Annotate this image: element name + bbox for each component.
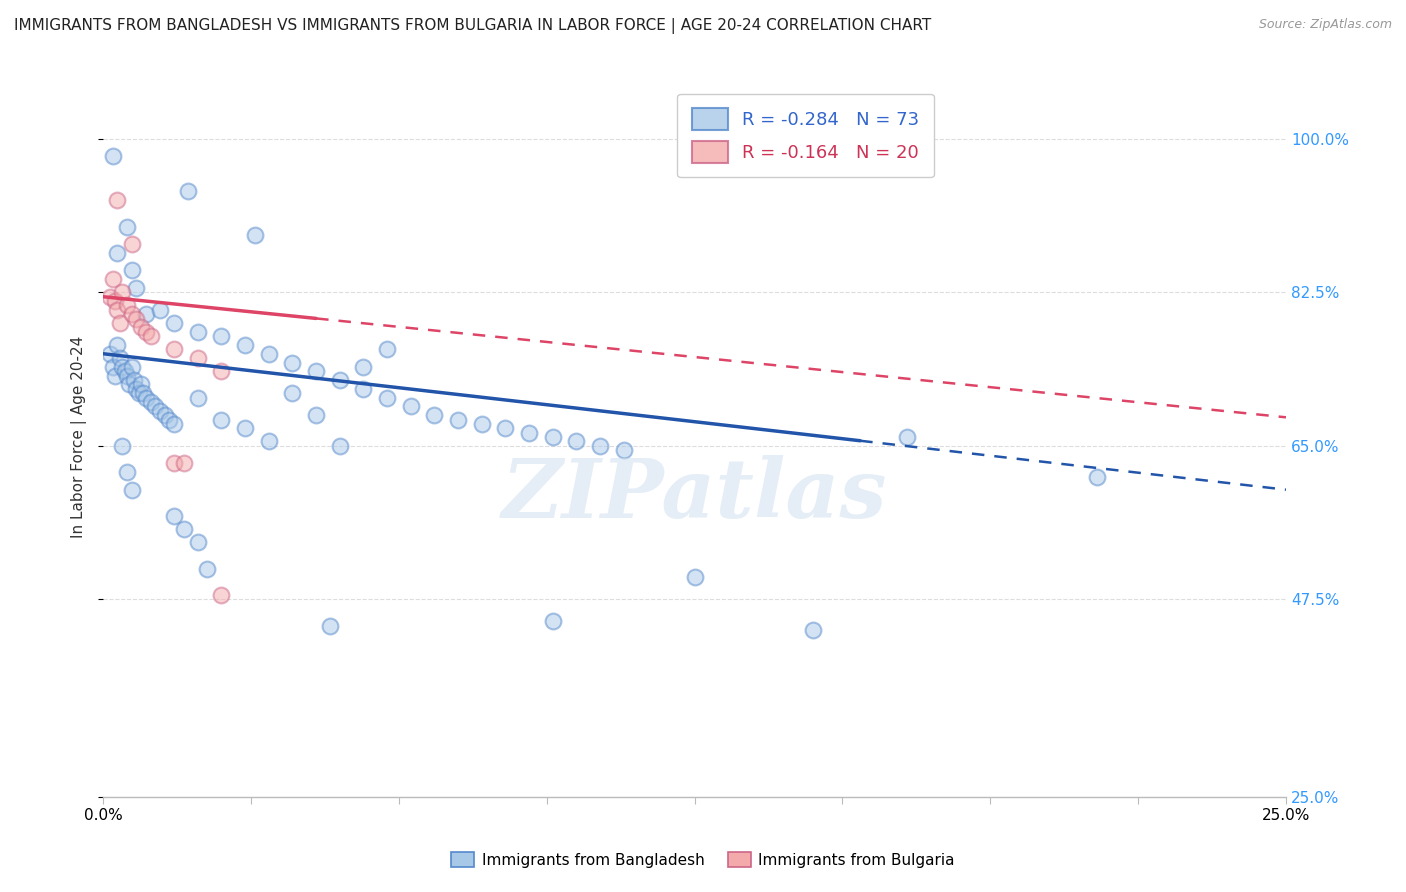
Point [565, 434, 588, 449]
Point [153, 408, 176, 422]
Point [801, 623, 824, 637]
Point [108, 316, 131, 330]
Point [233, 421, 256, 435]
Point [149, 403, 172, 417]
Point [139, 329, 162, 343]
Point [125, 311, 148, 326]
Point [281, 386, 304, 401]
Point [896, 430, 918, 444]
Point [135, 391, 157, 405]
Point [211, 412, 233, 426]
Point [281, 355, 304, 369]
Point [195, 561, 218, 575]
Point [613, 443, 636, 458]
Point [163, 316, 186, 330]
Point [447, 412, 470, 426]
Point [163, 417, 186, 431]
Point [352, 359, 374, 374]
Point [107, 245, 129, 260]
Point [163, 456, 186, 470]
Point [329, 373, 352, 387]
Y-axis label: In Labor Force | Age 20-24: In Labor Force | Age 20-24 [72, 336, 87, 538]
Point [118, 377, 141, 392]
Point [129, 320, 152, 334]
Point [115, 219, 138, 234]
Point [101, 359, 124, 374]
Point [243, 228, 266, 243]
Point [683, 570, 706, 584]
Point [494, 421, 516, 435]
Point [1085, 469, 1108, 483]
Point [129, 377, 152, 392]
Point [125, 281, 148, 295]
Point [173, 456, 195, 470]
Point [423, 408, 446, 422]
Point [329, 439, 352, 453]
Point [108, 351, 131, 365]
Point [173, 522, 195, 536]
Point [101, 149, 124, 163]
Point [471, 417, 494, 431]
Point [135, 325, 157, 339]
Point [104, 368, 127, 383]
Point [107, 302, 129, 317]
Point [125, 382, 148, 396]
Point [319, 618, 342, 632]
Text: Source: ZipAtlas.com: Source: ZipAtlas.com [1258, 18, 1392, 31]
Point [187, 535, 209, 549]
Point [111, 285, 134, 300]
Point [135, 307, 157, 321]
Point [121, 483, 143, 497]
Point [305, 364, 328, 378]
Point [541, 614, 564, 628]
Point [107, 193, 129, 207]
Point [143, 400, 166, 414]
Point [139, 395, 162, 409]
Point [122, 373, 145, 387]
Point [121, 237, 143, 252]
Point [375, 391, 398, 405]
Point [115, 465, 138, 479]
Legend: R = -0.284   N = 73, R = -0.164   N = 20: R = -0.284 N = 73, R = -0.164 N = 20 [678, 94, 934, 178]
Point [132, 386, 155, 401]
Point [121, 263, 143, 277]
Point [187, 351, 209, 365]
Point [121, 359, 143, 374]
Point [375, 343, 398, 357]
Point [114, 364, 136, 378]
Point [98, 347, 121, 361]
Point [177, 185, 200, 199]
Point [149, 302, 172, 317]
Point [541, 430, 564, 444]
Point [257, 347, 280, 361]
Point [211, 329, 233, 343]
Point [101, 272, 124, 286]
Point [233, 338, 256, 352]
Point [111, 359, 134, 374]
Point [163, 343, 186, 357]
Point [104, 294, 127, 309]
Point [128, 386, 150, 401]
Point [211, 364, 233, 378]
Point [517, 425, 540, 440]
Legend: Immigrants from Bangladesh, Immigrants from Bulgaria: Immigrants from Bangladesh, Immigrants f… [444, 844, 962, 875]
Point [159, 412, 181, 426]
Point [121, 307, 143, 321]
Point [352, 382, 374, 396]
Point [399, 400, 422, 414]
Point [163, 508, 186, 523]
Point [257, 434, 280, 449]
Text: ZIPatlas: ZIPatlas [502, 455, 887, 534]
Point [589, 439, 612, 453]
Point [115, 368, 138, 383]
Point [107, 338, 129, 352]
Point [115, 298, 138, 312]
Point [305, 408, 328, 422]
Point [211, 588, 233, 602]
Point [98, 290, 121, 304]
Point [111, 439, 134, 453]
Point [187, 391, 209, 405]
Text: IMMIGRANTS FROM BANGLADESH VS IMMIGRANTS FROM BULGARIA IN LABOR FORCE | AGE 20-2: IMMIGRANTS FROM BANGLADESH VS IMMIGRANTS… [14, 18, 931, 34]
Point [187, 325, 209, 339]
